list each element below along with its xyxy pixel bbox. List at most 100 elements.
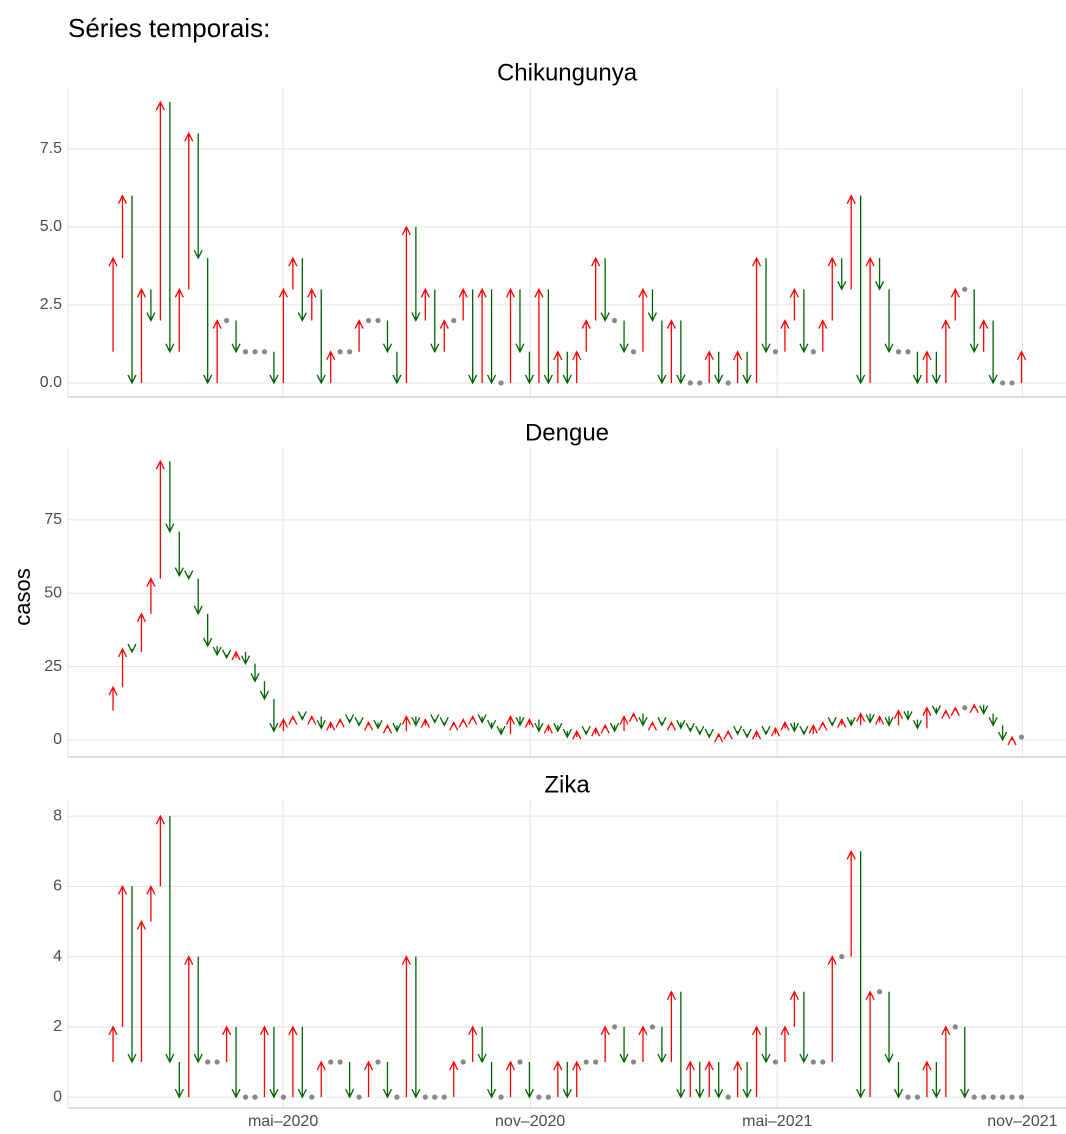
same-point (517, 1059, 523, 1065)
down-arrow (714, 351, 724, 385)
same-point (649, 1024, 656, 1030)
down-arrow (430, 714, 440, 724)
up-arrow (505, 287, 516, 383)
up-arrow (780, 1025, 790, 1062)
y-tick-label: 4 (53, 948, 62, 965)
down-arrow (231, 1026, 241, 1099)
up-arrow (818, 720, 828, 731)
down-arrow (543, 289, 553, 385)
up-arrow (770, 726, 781, 737)
down-arrow (477, 714, 487, 724)
down-arrow (685, 722, 695, 733)
same-point (612, 1024, 618, 1030)
down-arrow (912, 719, 923, 730)
up-arrow (401, 225, 411, 383)
down-arrow (562, 728, 572, 739)
up-arrow (136, 612, 147, 652)
up-arrow (326, 350, 336, 383)
up-arrow (505, 1060, 516, 1098)
up-arrow (619, 715, 629, 732)
up-arrow (581, 319, 591, 352)
same-point (498, 380, 504, 386)
up-arrow (969, 703, 979, 714)
up-arrow (278, 717, 288, 732)
x-tick-label: mai–2020 (248, 1113, 318, 1130)
same-point (498, 1094, 504, 1100)
up-arrow (420, 287, 430, 321)
down-arrow (515, 716, 525, 727)
panel-title: Dengue (525, 419, 609, 446)
up-arrow (780, 319, 790, 352)
down-arrow (534, 719, 544, 733)
down-arrow (837, 258, 847, 291)
y-tick-label: 25 (44, 658, 62, 675)
down-arrow (269, 1026, 279, 1099)
down-arrow (524, 1061, 535, 1099)
down-arrow (619, 1026, 629, 1064)
down-arrow (742, 351, 752, 385)
down-arrow (439, 717, 449, 727)
same-point (337, 1059, 343, 1065)
down-arrow (354, 717, 364, 727)
same-point (347, 349, 353, 355)
same-point (242, 349, 249, 355)
up-arrow (382, 723, 393, 734)
down-arrow (250, 663, 260, 683)
same-point (375, 1059, 381, 1065)
down-arrow (979, 704, 989, 716)
down-arrow (789, 722, 799, 733)
up-arrow (146, 884, 156, 922)
down-arrow (733, 725, 743, 736)
same-point (460, 1059, 466, 1065)
down-arrow (799, 991, 809, 1064)
down-arrow (240, 651, 251, 666)
up-arrow (468, 715, 478, 725)
up-arrow (553, 1060, 563, 1098)
up-arrow (827, 256, 837, 321)
panel-title: Chikungunya (497, 59, 638, 86)
down-arrow (515, 289, 525, 354)
up-arrow (714, 732, 724, 743)
down-arrow (799, 725, 809, 736)
down-arrow (297, 1026, 307, 1099)
same-point (981, 1094, 987, 1100)
down-arrow (127, 195, 137, 385)
up-arrow (505, 715, 516, 735)
same-point (905, 1094, 911, 1100)
down-arrow (524, 351, 535, 385)
same-point (451, 317, 457, 324)
up-arrow (136, 287, 147, 383)
up-arrow (591, 726, 601, 737)
down-arrow (827, 717, 837, 727)
down-arrow (222, 649, 232, 660)
same-point (952, 1024, 958, 1030)
same-point (962, 705, 968, 711)
up-arrow (704, 350, 714, 383)
down-arrow (297, 258, 307, 322)
up-arrow (733, 350, 743, 383)
down-arrow (392, 722, 402, 733)
up-arrow (108, 256, 118, 352)
same-point (999, 1094, 1006, 1100)
up-arrow (638, 287, 648, 352)
up-arrow (458, 717, 468, 728)
down-arrow (562, 351, 572, 385)
up-arrow (751, 729, 762, 740)
down-arrow (496, 725, 506, 736)
y-axis-label: casos (10, 568, 35, 625)
panel-title: Zika (544, 771, 590, 798)
down-arrow (193, 578, 203, 616)
up-arrow (363, 720, 374, 731)
up-arrow (893, 709, 904, 726)
y-tick-label: 0 (53, 731, 62, 748)
down-arrow (269, 351, 279, 385)
down-arrow (695, 1061, 705, 1099)
up-arrow (572, 1060, 582, 1098)
same-point (810, 349, 816, 355)
up-arrow (979, 319, 989, 352)
up-arrow (401, 715, 411, 732)
down-arrow (231, 320, 241, 354)
down-arrow (297, 711, 307, 721)
up-arrow (666, 720, 676, 731)
down-arrow (477, 1026, 487, 1064)
